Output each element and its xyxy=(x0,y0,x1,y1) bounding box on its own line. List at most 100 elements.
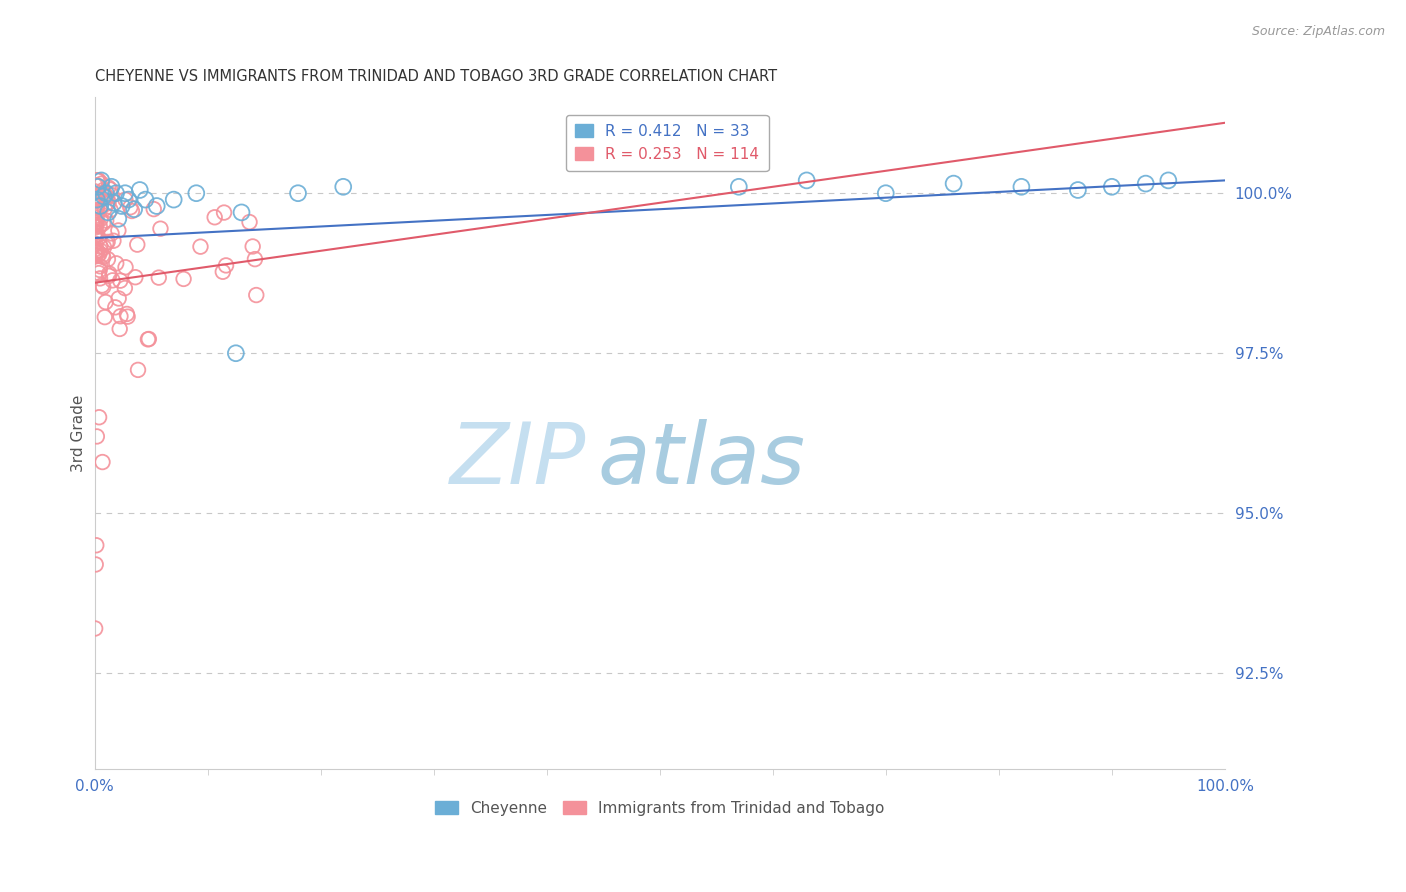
Point xyxy=(101,273,124,287)
Point xyxy=(87,266,110,280)
Point xyxy=(100,202,122,217)
Point xyxy=(97,252,120,267)
Point xyxy=(86,249,108,263)
Point xyxy=(243,252,266,267)
Point xyxy=(93,202,115,216)
Point xyxy=(115,307,138,321)
Point xyxy=(242,239,264,253)
Point xyxy=(91,248,114,262)
Point xyxy=(89,244,111,258)
Point xyxy=(103,234,125,248)
Point xyxy=(84,228,107,243)
Point xyxy=(86,199,108,213)
Point xyxy=(97,235,120,249)
Point xyxy=(94,310,117,325)
Point xyxy=(83,178,105,192)
Point xyxy=(1157,173,1180,187)
Point xyxy=(1101,179,1123,194)
Point xyxy=(93,183,115,197)
Point xyxy=(104,301,127,315)
Point xyxy=(84,219,107,233)
Point xyxy=(98,267,121,281)
Point xyxy=(173,272,195,286)
Point xyxy=(100,227,122,241)
Point xyxy=(89,219,111,234)
Point xyxy=(796,173,818,187)
Point xyxy=(110,310,132,324)
Point xyxy=(114,193,136,207)
Point xyxy=(84,218,107,232)
Point xyxy=(127,237,149,252)
Point xyxy=(97,180,120,194)
Point xyxy=(215,259,238,273)
Point xyxy=(107,223,129,237)
Point xyxy=(84,226,107,240)
Point xyxy=(145,199,167,213)
Point xyxy=(94,236,117,251)
Point xyxy=(124,270,146,285)
Point xyxy=(91,280,114,294)
Point xyxy=(86,209,108,223)
Point xyxy=(83,190,105,204)
Point xyxy=(96,213,118,227)
Point xyxy=(86,178,108,193)
Point xyxy=(138,332,160,346)
Point xyxy=(87,179,110,194)
Point xyxy=(163,193,186,207)
Point xyxy=(96,196,118,211)
Point xyxy=(231,205,253,219)
Point xyxy=(100,182,122,196)
Point xyxy=(98,268,121,283)
Point xyxy=(121,204,143,219)
Point xyxy=(84,622,107,636)
Text: Source: ZipAtlas.com: Source: ZipAtlas.com xyxy=(1251,25,1385,38)
Point xyxy=(94,186,117,201)
Point xyxy=(110,274,132,288)
Point xyxy=(86,173,108,187)
Point xyxy=(136,332,159,346)
Point xyxy=(84,220,107,235)
Point xyxy=(1067,183,1090,197)
Point xyxy=(96,190,118,204)
Point xyxy=(84,211,107,225)
Point xyxy=(86,192,108,206)
Point xyxy=(245,288,267,302)
Point xyxy=(83,190,105,204)
Point xyxy=(134,193,156,207)
Point xyxy=(89,239,111,253)
Point xyxy=(86,245,108,260)
Point xyxy=(114,281,136,295)
Point xyxy=(211,265,233,279)
Point xyxy=(287,186,309,201)
Point xyxy=(114,186,136,201)
Point xyxy=(100,179,122,194)
Y-axis label: 3rd Grade: 3rd Grade xyxy=(72,394,86,472)
Point xyxy=(83,185,105,199)
Point xyxy=(84,248,107,262)
Point xyxy=(108,322,131,336)
Point xyxy=(238,215,260,229)
Point xyxy=(94,190,117,204)
Point xyxy=(332,179,354,194)
Point xyxy=(204,211,226,225)
Point xyxy=(1135,177,1157,191)
Point xyxy=(89,271,111,285)
Point xyxy=(127,363,149,377)
Point xyxy=(91,216,114,230)
Point xyxy=(83,230,105,244)
Point xyxy=(86,429,108,443)
Point xyxy=(727,179,749,194)
Point xyxy=(122,202,145,217)
Point xyxy=(86,173,108,187)
Point xyxy=(103,195,125,210)
Point xyxy=(107,211,129,226)
Point xyxy=(90,173,112,187)
Point xyxy=(84,203,107,218)
Point xyxy=(86,244,108,258)
Point xyxy=(105,186,128,201)
Point xyxy=(117,310,139,324)
Point xyxy=(84,225,107,239)
Point xyxy=(148,270,170,285)
Text: CHEYENNE VS IMMIGRANTS FROM TRINIDAD AND TOBAGO 3RD GRADE CORRELATION CHART: CHEYENNE VS IMMIGRANTS FROM TRINIDAD AND… xyxy=(94,69,776,84)
Point xyxy=(91,250,114,264)
